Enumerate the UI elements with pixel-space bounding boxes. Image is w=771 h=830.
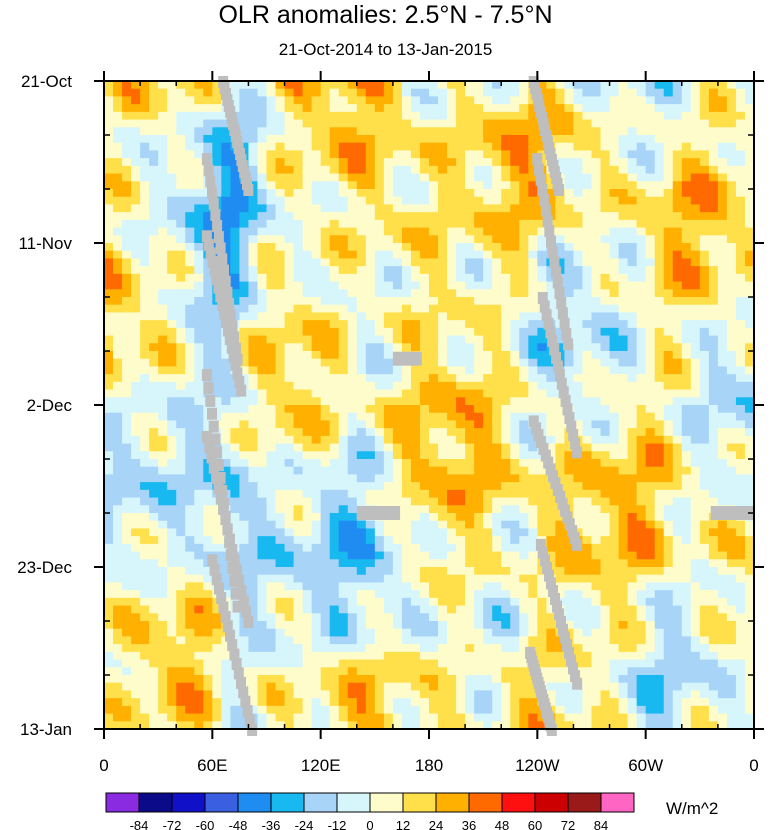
colorbar-level-label: -12 — [328, 818, 347, 830]
x-tick-label: 180 — [415, 756, 443, 775]
colorbar-level-label: 48 — [495, 818, 509, 830]
colorbar-level-label: -24 — [295, 818, 314, 830]
colorbar-labels: -84 -72 -60 -48 -36 -24 -12 0 12 24 36 48 60 72 84 — [130, 818, 609, 830]
colorbar-units: W/m^2 — [666, 799, 719, 818]
colorbar-level-label: -48 — [229, 818, 248, 830]
x-tick-label: 60E — [197, 756, 227, 775]
x-tick-label: 120W — [515, 756, 559, 775]
colorbar-level-label: 84 — [594, 818, 608, 830]
x-tick-label: 60W — [628, 756, 663, 775]
colorbar-swatch — [270, 792, 305, 813]
colorbar-swatch — [567, 792, 602, 813]
y-tick-label: 11-Nov — [18, 234, 72, 253]
colorbar — [105, 792, 635, 813]
colorbar-level-label: 36 — [462, 818, 476, 830]
colorbar-swatch — [138, 792, 173, 813]
colorbar-swatch — [237, 792, 272, 813]
colorbar-swatch — [600, 792, 635, 813]
heatmap-field — [104, 81, 755, 730]
axis-ticks — [94, 71, 764, 739]
x-tick-label: 120E — [301, 756, 341, 775]
colorbar-level-label: -72 — [163, 818, 182, 830]
colorbar-level-label: 12 — [396, 818, 410, 830]
x-tick-label: 0 — [99, 756, 108, 775]
colorbar-swatch — [303, 792, 338, 813]
colorbar-swatch — [468, 792, 503, 813]
y-tick-label: 21-Oct — [21, 72, 72, 91]
y-axis-labels: 21-Oct 11-Nov 2-Dec 23-Dec 13-Jan — [17, 72, 72, 739]
x-axis-labels: 0 60E 120E 180 120W 60W 0 — [99, 756, 758, 775]
colorbar-swatch — [534, 792, 569, 813]
chart-subtitle: 21-Oct-2014 to 13-Jan-2015 — [278, 40, 493, 59]
colorbar-level-label: 60 — [528, 818, 542, 830]
colorbar-swatch — [369, 792, 404, 813]
colorbar-level-label: -84 — [130, 818, 149, 830]
y-tick-label: 23-Dec — [17, 558, 72, 577]
colorbar-level-label: 72 — [561, 818, 575, 830]
colorbar-level-label: -36 — [262, 818, 281, 830]
colorbar-swatch — [501, 792, 536, 813]
colorbar-swatch — [435, 792, 470, 813]
colorbar-level-label: 24 — [429, 818, 443, 830]
colorbar-swatch — [204, 792, 239, 813]
colorbar-level-label: -60 — [196, 818, 215, 830]
colorbar-level-label: 0 — [366, 818, 373, 830]
y-tick-label: 13-Jan — [20, 720, 72, 739]
colorbar-swatch — [336, 792, 371, 813]
colorbar-swatch — [171, 792, 206, 813]
colorbar-swatch — [402, 792, 437, 813]
x-tick-label: 0 — [749, 756, 758, 775]
y-tick-label: 2-Dec — [27, 396, 73, 415]
missing-data-mask — [201, 76, 754, 736]
colorbar-swatch — [105, 792, 140, 813]
chart-title: OLR anomalies: 2.5°N - 7.5°N — [218, 1, 553, 29]
